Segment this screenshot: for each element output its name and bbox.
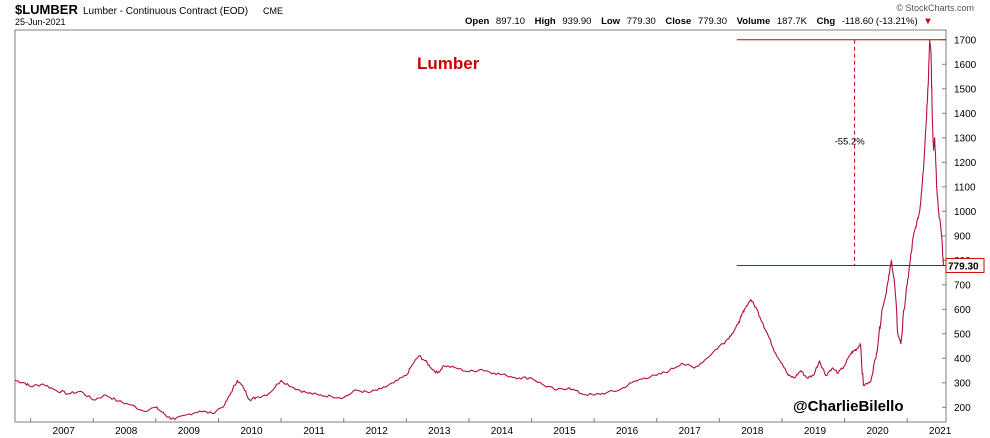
x-tick-label: 2019 (804, 426, 827, 437)
y-tick-label: 900 (954, 231, 971, 242)
y-tick-label: 1100 (954, 182, 976, 193)
y-tick-label: 1200 (954, 158, 977, 169)
price-line (14, 39, 945, 421)
y-tick-label: 1300 (954, 133, 977, 144)
chg-label: Chg (817, 16, 836, 27)
y-tick-label: 600 (954, 305, 971, 316)
y-tick-label: 1000 (954, 207, 977, 218)
x-tick-label: 2017 (679, 426, 702, 437)
open-label: Open (465, 16, 489, 27)
volume-label: Volume (737, 16, 771, 27)
close-value: 779.30 (698, 16, 727, 27)
drawdown-label: -55.2% (835, 137, 866, 148)
y-tick-label: 700 (954, 280, 971, 291)
chg-value: -118.60 (-13.21%) (842, 16, 918, 27)
y-tick-label: 400 (954, 354, 971, 365)
x-tick-label: 2009 (178, 426, 201, 437)
instrument-name: Lumber - Continuous Contract (EOD) (83, 6, 248, 17)
y-tick-label: 1600 (954, 60, 977, 71)
x-tick-label: 2015 (553, 426, 576, 437)
volume-value: 187.7K (777, 16, 808, 27)
brand-logo: © StockCharts.com (896, 3, 974, 13)
y-tick-label: 300 (954, 378, 971, 389)
open-value: 897.10 (496, 16, 525, 27)
x-tick-label: 2007 (53, 426, 76, 437)
x-tick-label: 2012 (366, 426, 389, 437)
plot-frame (14, 29, 947, 423)
x-tick-label: 2010 (240, 426, 263, 437)
close-label: Close (665, 16, 691, 27)
x-axis: 2007 2008 2009 2010 2011 2012 2013 2014 2015 2016… (30, 418, 952, 437)
x-tick-label: 2018 (741, 426, 764, 437)
chart-title: Lumber (417, 54, 480, 73)
low-label: Low (601, 16, 621, 27)
y-axis: 2003004005006007008009001000110012001300… (942, 35, 977, 414)
chg-down-arrow-icon: ▼ (923, 16, 932, 27)
x-tick-label: 2014 (491, 426, 514, 437)
y-tick-label: 1400 (954, 109, 977, 120)
x-tick-label: 2011 (303, 426, 325, 437)
last-price-value: 779.30 (948, 261, 979, 272)
y-tick-label: 500 (954, 329, 971, 340)
high-value: 939.90 (562, 16, 591, 27)
x-tick-label: 2016 (616, 426, 639, 437)
y-tick-label: 1500 (954, 84, 977, 95)
x-tick-label: 2021 (929, 426, 952, 437)
ticker-symbol: $LUMBER (15, 2, 78, 17)
x-tick-label: 2008 (115, 426, 138, 437)
ohlc-stats: Open 897.10 High 939.90 Low 779.30 Close… (465, 16, 933, 27)
low-value: 779.30 (627, 16, 656, 27)
author-credit: @CharlieBilello (793, 398, 904, 415)
x-tick-label: 2013 (428, 426, 451, 437)
y-tick-label: 1700 (954, 35, 977, 46)
y-tick-label: 200 (954, 403, 971, 414)
last-price-tag (945, 257, 985, 273)
drawdown-guides (736, 39, 946, 266)
chart-date: 25-Jun-2021 (15, 17, 66, 27)
x-tick-label: 2020 (866, 426, 889, 437)
high-label: High (535, 16, 556, 27)
exchange-label: CME (263, 6, 283, 16)
